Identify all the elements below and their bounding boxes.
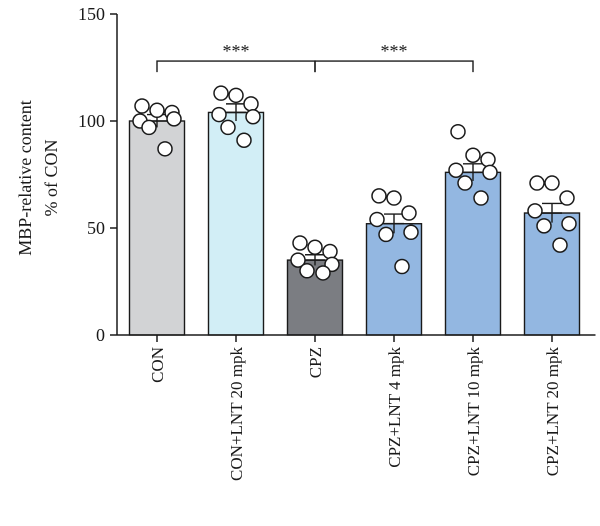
data-point: [228, 87, 244, 104]
data-point: [394, 258, 410, 275]
data-point: [220, 119, 236, 136]
data-point: [378, 226, 394, 243]
data-point: [211, 106, 227, 123]
y-axis-title-line1: MBP-relative content: [15, 100, 35, 255]
y-tick-label: 100: [78, 111, 105, 131]
data-point: [544, 175, 560, 191]
data-point: [482, 164, 498, 181]
data-point: [386, 190, 402, 206]
data-point: [243, 96, 259, 112]
data-point: [457, 175, 473, 191]
significance-bracket: [314, 60, 474, 73]
data-point: [448, 162, 464, 178]
bars-layer: [128, 111, 581, 336]
category-label: CPZ+LNT 4 mpk: [385, 347, 404, 468]
category-label: CPZ: [306, 347, 325, 378]
data-point: [465, 147, 481, 163]
data-point: [369, 211, 385, 228]
significance-layer: *** ***: [156, 41, 474, 73]
data-point: [403, 224, 419, 241]
data-point: [315, 265, 331, 281]
data-point: [236, 132, 252, 149]
data-point: [292, 235, 308, 251]
data-point: [245, 108, 261, 125]
data-point: [134, 98, 150, 114]
y-axis-title-line2: % of CON: [41, 140, 61, 217]
data-points-layer: [132, 85, 577, 281]
category-label: CON: [148, 347, 167, 383]
data-point: [371, 188, 387, 204]
data-point: [552, 237, 568, 253]
category-label: CPZ+LNT 10 mpk: [464, 347, 483, 477]
data-point: [307, 239, 323, 256]
data-point: [157, 141, 173, 157]
y-tick-label: 50: [87, 218, 105, 238]
bar: [207, 111, 265, 336]
y-tick-label: 0: [96, 325, 105, 345]
data-point: [141, 119, 157, 136]
data-point: [473, 190, 489, 206]
significance-bracket: [156, 60, 316, 73]
bar: [286, 259, 344, 336]
data-point: [213, 85, 229, 101]
data-point: [299, 263, 315, 279]
bar: [365, 223, 423, 336]
significance-label: ***: [223, 41, 250, 61]
data-point: [559, 190, 575, 206]
y-tick-label: 150: [78, 4, 105, 24]
bar: [444, 171, 502, 336]
category-label: CPZ+LNT 20 mpk: [543, 347, 562, 477]
data-point: [401, 205, 417, 221]
data-point: [149, 102, 165, 119]
data-point: [322, 243, 338, 260]
data-point: [527, 203, 543, 219]
data-point: [536, 218, 552, 234]
significance-label: ***: [381, 41, 408, 61]
data-point: [480, 151, 496, 168]
data-point: [290, 252, 306, 268]
bar: [128, 120, 186, 336]
data-point: [450, 123, 466, 140]
category-label: CON+LNT 20 mpk: [227, 347, 246, 481]
data-point: [166, 111, 182, 127]
data-point: [529, 175, 545, 191]
axes-layer: CON CON+LNT 20 mpk CPZ CPZ+LNT 4 mpk CPZ+LNT…: [78, 4, 596, 481]
bar: [523, 212, 581, 336]
error-bars-layer: [147, 103, 562, 266]
data-point: [561, 215, 577, 232]
